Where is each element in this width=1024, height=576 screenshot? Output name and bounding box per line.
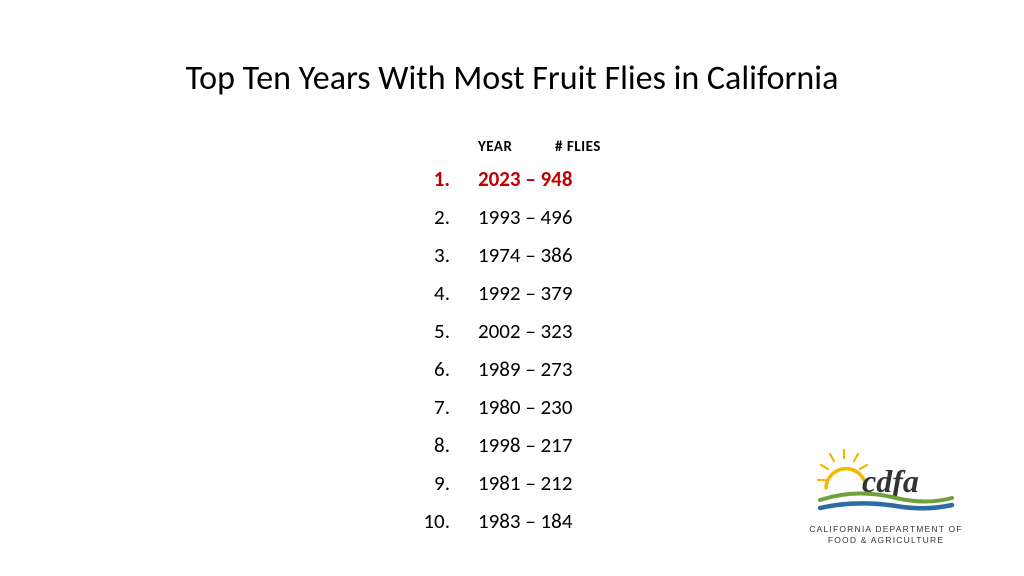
slide-title: Top Ten Years With Most Fruit Flies in C…: [0, 58, 1024, 99]
ranking-row: 10.1983 – 184: [390, 502, 670, 540]
logo-line2: FOOD & AGRICULTURE: [796, 535, 976, 546]
ranking-list: 1.2023 – 9482.1993 – 4963.1974 – 3864.19…: [390, 160, 670, 540]
rank-data: 1981 – 212: [450, 464, 572, 502]
rank-data: 1983 – 184: [450, 502, 572, 540]
rank-number: 5.: [390, 312, 450, 350]
logo-line1: CALIFORNIA DEPARTMENT OF: [796, 524, 976, 535]
slide: Top Ten Years With Most Fruit Flies in C…: [0, 0, 1024, 576]
ranking-row: 7.1980 – 230: [390, 388, 670, 426]
rank-number: 9.: [390, 464, 450, 502]
rank-number: 1.: [390, 160, 450, 198]
ranking-row: 1.2023 – 948: [390, 160, 670, 198]
logo-subtitle: CALIFORNIA DEPARTMENT OF FOOD & AGRICULT…: [796, 524, 976, 546]
ranking-row: 8.1998 – 217: [390, 426, 670, 464]
ranking-row: 4.1992 – 379: [390, 274, 670, 312]
ranking-row: 3.1974 – 386: [390, 236, 670, 274]
rank-data: 2002 – 323: [450, 312, 572, 350]
rank-data: 1980 – 230: [450, 388, 572, 426]
cdfa-logo-icon: cdfa: [816, 448, 956, 518]
rank-data: 1998 – 217: [450, 426, 572, 464]
rank-number: 6.: [390, 350, 450, 388]
rank-data: 1989 – 273: [450, 350, 572, 388]
ranking-row: 9.1981 – 212: [390, 464, 670, 502]
rank-number: 7.: [390, 388, 450, 426]
header-year: YEAR: [478, 138, 512, 156]
rank-number: 3.: [390, 236, 450, 274]
header-flies: # FLIES: [555, 138, 601, 156]
rank-data: 1993 – 496: [450, 198, 572, 236]
rank-number: 10.: [390, 502, 450, 540]
rank-data: 2023 – 948: [450, 160, 572, 198]
rank-number: 4.: [390, 274, 450, 312]
ranking-row: 2.1993 – 496: [390, 198, 670, 236]
rank-data: 1992 – 379: [450, 274, 572, 312]
cdfa-logo: cdfa CALIFORNIA DEPARTMENT OF FOOD & AGR…: [796, 448, 976, 546]
rank-data: 1974 – 386: [450, 236, 572, 274]
ranking-row: 5.2002 – 323: [390, 312, 670, 350]
rank-number: 2.: [390, 198, 450, 236]
ranking-row: 6.1989 – 273: [390, 350, 670, 388]
rank-number: 8.: [390, 426, 450, 464]
